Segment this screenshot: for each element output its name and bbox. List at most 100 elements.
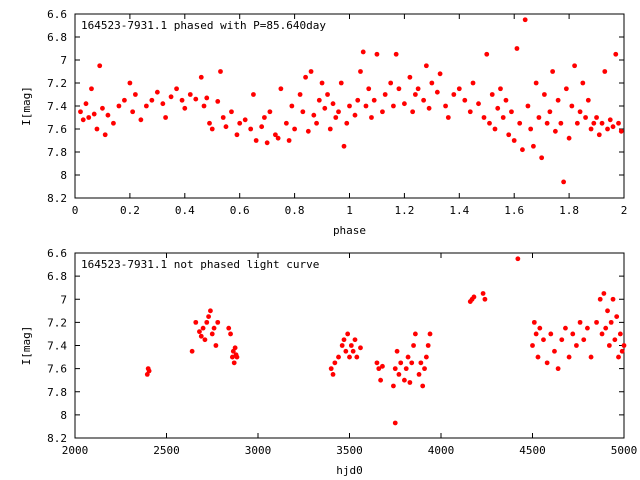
y-tick-label: 6.8 [47,270,67,283]
y-tick-label: 7.6 [47,123,67,136]
data-point [445,115,451,120]
data-point [427,331,433,337]
data-point [561,179,567,185]
data-point [207,120,212,126]
data-point [421,97,427,103]
data-point [583,115,588,120]
data-point [572,63,577,69]
x-tick-label: 1 [346,204,353,217]
data-point [506,132,512,138]
data-point [555,97,561,103]
data-point [402,377,407,383]
y-tick-label: 7.6 [47,363,67,376]
data-point [333,115,339,120]
data-point [138,117,144,123]
data-point [231,360,237,366]
data-point [610,124,616,130]
data-point [130,109,136,115]
data-point [585,97,591,103]
data-point [563,325,568,331]
data-point [580,80,586,86]
data-point [610,296,616,302]
data-point [409,360,415,366]
data-point [343,348,349,354]
data-point [305,128,311,134]
data-point [621,343,627,348]
data-point [482,296,488,302]
data-point [300,109,306,115]
data-point [555,366,561,372]
data-point [422,366,427,372]
data-point [456,86,462,92]
data-point [617,331,623,337]
data-point [552,128,558,134]
data-point [616,120,621,126]
data-point [547,109,553,115]
data-point [597,296,603,302]
data-point [200,325,206,331]
x-tick-label: 0.8 [285,204,305,217]
data-point [577,109,583,115]
data-point [520,147,525,153]
data-point [606,343,612,348]
data-point [168,94,174,100]
data-point [347,103,352,109]
data-point [86,115,92,120]
data-point [143,103,149,109]
x-tick-label: 1.4 [449,204,469,217]
data-point [378,377,384,383]
data-point [218,69,223,74]
data-point [283,120,289,126]
x-tick-label: 0.6 [230,204,250,217]
data-point [535,354,541,360]
data-point [388,80,394,86]
data-point [187,92,193,97]
data-point [503,97,509,103]
unphased-light-curve-panel: 2000 2500 3000 3500 4000 4500 5000 6.6 6.8 7 7.2 7.… [20,247,637,477]
data-point [574,120,580,126]
data-point [327,126,333,132]
data-point [102,132,108,138]
data-point [160,101,166,107]
x-tick-label: 5000 [611,444,638,457]
data-point [537,325,543,331]
chart-title: 164523-7931.1 not phased light curve [81,258,319,271]
data-point [541,337,546,343]
data-point [209,331,215,337]
data-point [380,363,385,369]
y-tick-label: 6.6 [47,8,67,21]
data-point [339,343,345,348]
data-point [614,314,620,319]
data-point [585,325,590,331]
data-point [530,343,535,348]
data-point [476,101,481,107]
phased-light-curve-panel: 0 0.2 0.4 0.6 0.8 1 1.2 1.4 1.6 1.8 2 6.6 6.8 7 7.2 7.4… [20,8,627,237]
data-point [80,117,86,123]
data-point [344,120,350,126]
data-point [480,291,486,296]
data-point [382,92,388,97]
data-point [380,109,385,115]
data-point [559,337,565,343]
data-point [612,337,618,343]
data-point [336,354,341,360]
data-point [548,331,554,337]
x-tick-label: 1.8 [559,204,579,217]
y-tick-label: 7.2 [47,77,67,90]
x-tick-label: 2000 [62,444,89,457]
x-tick-label: 3500 [336,444,363,457]
data-point [242,117,248,123]
data-point [418,360,424,366]
data-point [619,348,625,354]
data-point [402,101,407,107]
data-point [423,63,429,69]
x-tick-label: 0.4 [175,204,195,217]
data-point [163,115,168,120]
data-point [429,80,435,86]
data-point [198,333,204,339]
data-point [517,120,523,126]
x-tick-label: 1.2 [394,204,414,217]
y-tick-label: 7.2 [47,316,67,329]
data-point [83,101,89,107]
data-point [116,103,122,109]
